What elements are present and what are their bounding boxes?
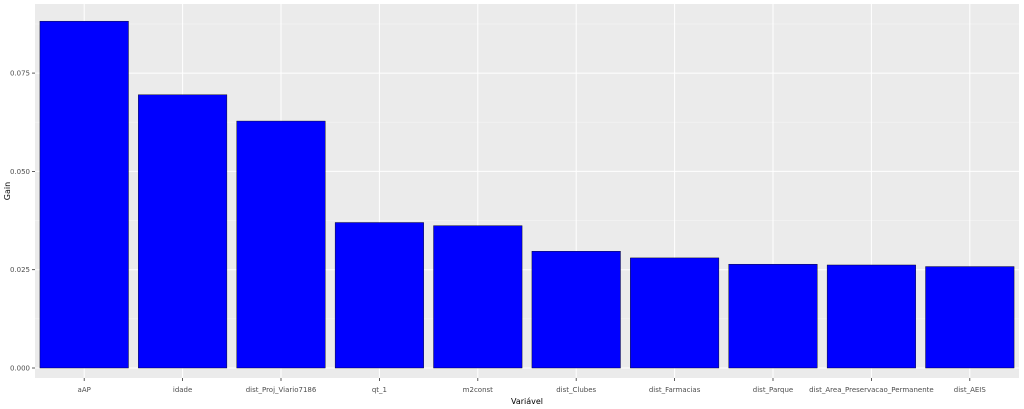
y-tick-label: 0.050: [10, 168, 30, 176]
bar: [531, 251, 621, 369]
x-tick-label: dist_Area_Preservacao_Permanente: [809, 386, 934, 394]
bar: [334, 222, 424, 369]
bar: [433, 225, 523, 369]
x-tick-label: qt_1: [372, 386, 387, 394]
x-axis: aAP idade dist_Proj_Viario7186 qt_1 m2const d…: [78, 378, 987, 394]
x-axis-title: Variável: [511, 397, 543, 406]
x-tick-label: m2const: [463, 386, 493, 394]
x-tick-label: dist_Proj_Viario7186: [246, 386, 317, 394]
y-axis: 0.000 0.025 0.050 0.075: [10, 70, 35, 373]
bar: [236, 120, 326, 369]
y-axis-title: Gain: [3, 182, 12, 200]
bar: [138, 94, 228, 369]
x-tick-label: idade: [173, 386, 192, 394]
bars: [39, 20, 1015, 369]
bar: [826, 264, 916, 369]
bar: [925, 266, 1015, 369]
x-tick-label: aAP: [78, 386, 91, 394]
bar: [39, 20, 129, 369]
x-tick-label: dist_Farmacias: [649, 386, 701, 394]
y-tick-label: 0.000: [10, 365, 30, 373]
x-tick-label: dist_Clubes: [556, 386, 596, 394]
bar: [630, 257, 720, 369]
x-tick-label: dist_Parque: [753, 386, 793, 394]
y-tick-label: 0.075: [10, 70, 30, 78]
y-tick-label: 0.025: [10, 266, 30, 274]
bar: [728, 263, 818, 369]
x-tick-label: dist_AEIS: [954, 386, 987, 394]
